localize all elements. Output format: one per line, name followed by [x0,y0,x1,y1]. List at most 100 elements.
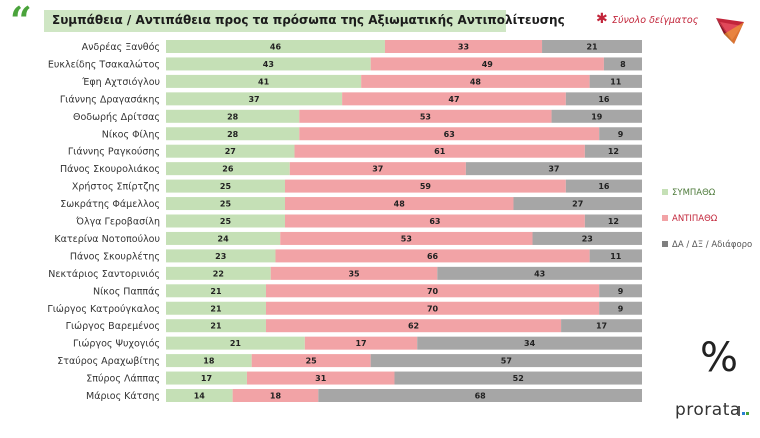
bar-segment-sympathy [166,231,281,245]
bar-segment-neutral [318,389,642,402]
bar-value-label: 35 [348,269,360,278]
bar-value-label: 46 [270,43,282,52]
bar-segment-neutral [532,231,642,245]
legend-swatch-neutral [662,241,668,247]
category-label: Ευκλείδης Τσακαλώτος [48,59,160,70]
bar-segment-sympathy [166,266,271,280]
category-label: Πάνος Σκουρολιάκος [60,164,160,175]
bar-value-label: 43 [534,269,545,278]
category-label: Θοδωρής Δρίτσας [73,112,160,123]
bar-value-label: 63 [444,130,455,139]
bar-segment-sympathy [166,336,305,350]
bar-value-label: 24 [218,234,230,243]
category-label: Χρήστος Σπίρτζης [72,182,160,193]
bar-value-label: 17 [596,322,607,331]
category-label: Σωκράτης Φάμελλος [60,199,160,210]
bar-value-label: 47 [448,95,459,104]
bar-segment-antipathy [270,266,438,280]
bar-value-label: 21 [586,43,598,52]
bar-value-label: 25 [306,357,318,366]
bar-segment-antipathy [285,197,514,211]
bar-value-label: 16 [598,182,610,191]
bar-value-label: 25 [220,182,232,191]
bar-value-label: 33 [458,43,469,52]
bar-value-label: 48 [394,200,406,209]
category-label: Έφη Αχτσιόγλου [81,77,160,88]
bar-segment-antipathy [370,57,604,71]
bar-segment-sympathy [166,127,300,141]
legend-swatch-sympathy [662,189,668,195]
bar-value-label: 70 [427,304,439,313]
category-label: Γιάννης Δραγασάκης [60,94,160,105]
category-label: Νίκος Φίλης [102,129,160,140]
bar-value-label: 9 [618,287,624,296]
bar-segment-neutral [551,109,642,123]
title-band [44,10,506,32]
bar-value-label: 17 [355,339,366,348]
bar-value-label: 57 [501,357,512,366]
bar-segment-neutral [465,162,642,176]
sample-note: Σύνολο δείγματος [612,15,699,26]
legend-label-neutral: ΔΑ / ΔΞ / Αδιάφορο [672,240,753,250]
legend-item-neutral: ΔΑ / ΔΞ / Αδιάφορο [662,238,758,252]
bar-segment-sympathy [166,197,285,211]
bar-segment-neutral [437,266,642,280]
legend: ΣΥΜΠΑΘΩ ΑΝΤΙΠΑΘΩ ΔΑ / ΔΞ / Αδιάφορο [662,186,758,264]
bar-segment-neutral [599,301,642,315]
bar-segment-neutral [589,74,642,88]
bar-segment-sympathy [166,319,266,333]
bar-value-label: 18 [203,357,215,366]
bar-segment-sympathy [166,301,266,315]
legend-swatch-antipathy [662,215,668,221]
bar-segment-neutral [565,92,642,106]
bar-value-label: 16 [598,95,610,104]
bar-value-label: 66 [427,252,439,261]
bar-segment-antipathy [299,127,600,141]
bar-segment-sympathy [166,354,252,368]
bar-segment-neutral [584,214,642,228]
bar-segment-antipathy [285,179,566,193]
bar-segment-sympathy [166,371,247,385]
bar-value-label: 11 [610,77,622,86]
bar-value-label: 48 [470,77,482,86]
bar-segment-antipathy [265,284,600,298]
category-label: Νεκτάριος Σαντορινιός [48,269,160,280]
bar-value-label: 43 [263,60,274,69]
bar-segment-neutral [603,57,642,71]
brand-name: prorata [675,400,741,420]
bar-value-label: 41 [258,77,270,86]
bar-segment-neutral [542,40,642,53]
category-label: Σταύρος Αραχωβίτης [57,356,160,367]
bar-segment-sympathy [166,249,276,263]
bar-segment-antipathy [361,74,590,88]
category-label: Μάριος Κάτσης [86,391,160,402]
bar-segment-antipathy [232,389,319,402]
bar-value-label: 23 [582,234,593,243]
bar-value-label: 21 [210,304,222,313]
bar-value-label: 34 [524,339,536,348]
bar-segment-sympathy [166,179,285,193]
bar-value-label: 14 [194,392,206,401]
category-label: Κατερίνα Νοτοπούλου [54,234,160,245]
bar-segment-antipathy [246,371,395,385]
bar-value-label: 28 [227,112,239,121]
brand-logo-icon [716,18,744,44]
bar-value-label: 68 [475,392,487,401]
bar-value-label: 25 [220,200,232,209]
category-label: Πάνος Σκουρλέτης [70,251,160,262]
bar-value-label: 52 [513,374,524,383]
bar-segment-antipathy [251,354,371,368]
legend-item-sympathy: ΣΥΜΠΑΘΩ [662,186,758,200]
bar-value-label: 37 [548,165,559,174]
bar-segment-sympathy [166,144,295,158]
bar-segment-sympathy [166,92,343,106]
bar-segment-neutral [565,179,642,193]
bar-value-label: 61 [434,147,446,156]
bar-segment-antipathy [299,109,552,123]
bar-value-label: 21 [230,339,242,348]
bar-value-label: 62 [408,322,419,331]
bar-value-label: 59 [420,182,432,191]
bar-segment-sympathy [166,284,266,298]
bar-segment-sympathy [166,74,362,88]
